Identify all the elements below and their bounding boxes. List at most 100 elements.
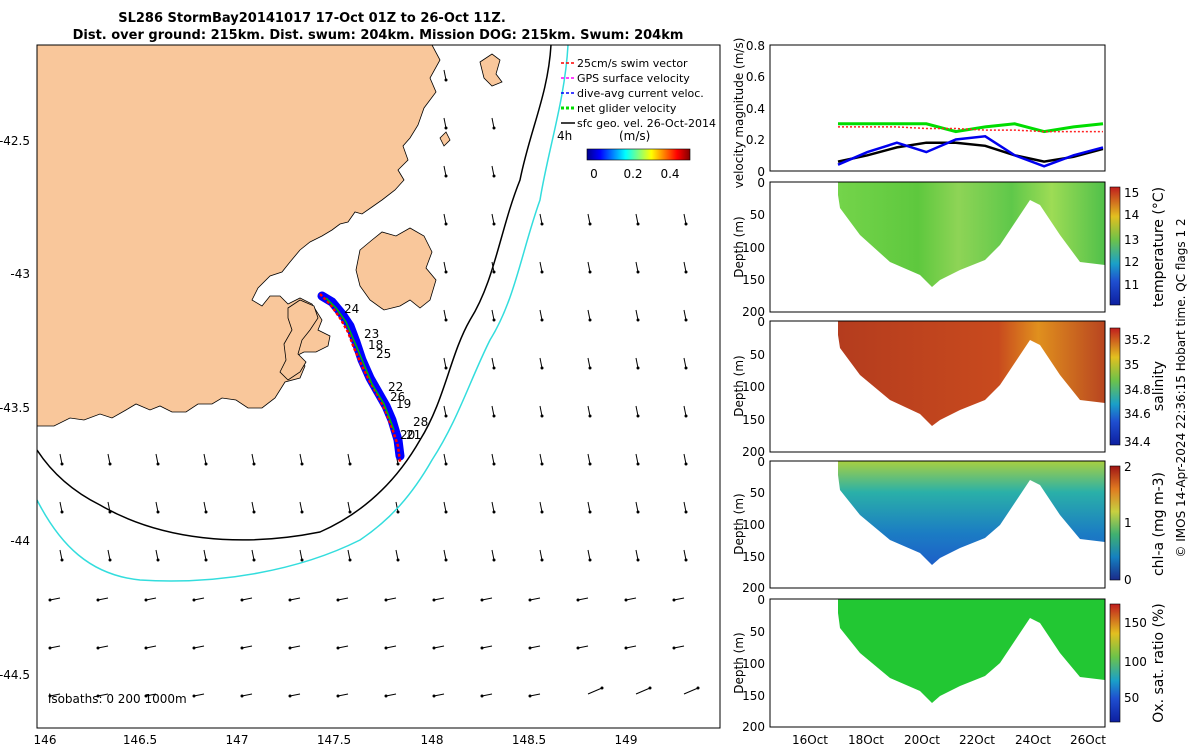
depth-ticks-oxy: 0 50 100 150 200 Depth (m)	[732, 593, 765, 734]
chla-label: chl-a (mg m-3)	[1151, 472, 1167, 576]
geo-arrow-85	[385, 597, 397, 601]
geo-arrow-16	[635, 261, 639, 273]
sal-depth-tick-50: 50	[750, 348, 765, 362]
day-label-19: 19	[396, 397, 411, 411]
geo-arrow-119	[683, 687, 699, 695]
legend-geo-velocity: sfc geo. vel. 26-Oct-2014	[577, 117, 716, 130]
sal-cb-tick-34.4: 34.4	[1124, 435, 1151, 449]
geo-arrow-9	[587, 213, 591, 225]
geo-arrow-head	[288, 646, 292, 650]
oxy-depth-tick-50: 50	[750, 625, 765, 639]
geo-arrow-head	[96, 646, 100, 650]
geo-arrow-24	[443, 357, 447, 369]
land-maria-island	[479, 53, 503, 87]
temp-cb-tick-15: 15	[1124, 186, 1139, 200]
geo-arrow-2	[443, 117, 447, 129]
geo-arrow-head	[60, 462, 64, 466]
geo-arrow-head	[348, 558, 352, 562]
geo-arrow-108	[145, 693, 157, 697]
geo-arrow-head	[636, 414, 640, 418]
depth-ticks-sal: 0 50 100 150 200 Depth (m)	[732, 315, 765, 459]
geo-arrow-102	[529, 645, 541, 649]
temp-depth-tick-150: 150	[742, 273, 765, 287]
geo-arrow-head	[444, 126, 448, 130]
ref-arrow-label: 4h	[557, 129, 572, 143]
geo-arrow-50	[59, 501, 63, 513]
map-legend: 25cm/s swim vector GPS surface velocity …	[557, 57, 716, 143]
temp-cb-tick-13: 13	[1124, 233, 1139, 247]
geo-arrow-103	[577, 645, 589, 649]
geo-arrow-99	[385, 645, 397, 649]
geo-arrow-head	[348, 462, 352, 466]
salinity-label: salinity	[1151, 361, 1167, 411]
geo-arrow-74	[539, 549, 543, 561]
geo-arrow-109	[193, 693, 205, 697]
geo-arrow-head	[432, 646, 436, 650]
sal-depth-tick-100: 100	[742, 380, 765, 394]
geo-arrow-78	[49, 597, 61, 601]
chla-depth-tick-50: 50	[750, 486, 765, 500]
geo-arrow-head	[636, 510, 640, 514]
geo-arrow-88	[529, 597, 541, 601]
geo-arrow-89	[577, 597, 589, 601]
land-bruny-island	[279, 299, 319, 381]
geo-arrow-head	[540, 414, 544, 418]
geo-arrow-head	[252, 462, 256, 466]
geo-velocity-arrows	[48, 69, 700, 698]
geo-arrow-113	[385, 693, 397, 697]
geo-arrow-22	[635, 309, 639, 321]
geo-arrow-14	[539, 261, 543, 273]
geo-arrow-58	[443, 501, 447, 513]
temp-cb-tick-12: 12	[1124, 255, 1139, 269]
geo-arrow-35	[683, 405, 687, 417]
geo-arrow-47	[587, 453, 591, 465]
oxy-cb-tick-50: 50	[1124, 691, 1139, 705]
geo-arrow-head	[540, 270, 544, 274]
sal-cb-tick-35.2: 35.2	[1124, 333, 1151, 347]
day-label-23: 23	[364, 327, 379, 341]
geo-arrow-head	[156, 558, 160, 562]
geo-arrow-head	[684, 462, 688, 466]
geo-arrow-head	[636, 222, 640, 226]
geo-arrow-head	[204, 558, 208, 562]
geo-arrow-63	[683, 501, 687, 513]
geo-arrow-head	[444, 174, 448, 178]
geo-arrow-28	[635, 357, 639, 369]
isobath-1000m	[37, 45, 569, 582]
geo-arrow-112	[337, 693, 349, 697]
day-label-20: 20	[400, 428, 415, 442]
colorbar-tick-1: 0.2	[623, 167, 642, 181]
map-ytick-1: -43	[10, 267, 30, 281]
panel-xtick-18oct: 18Oct	[848, 733, 884, 747]
geo-arrow-10	[635, 213, 639, 225]
geo-arrow-26	[539, 357, 543, 369]
geo-arrow-head	[108, 558, 112, 562]
isobath-label: isobaths: 0 200 1000m	[48, 692, 187, 706]
geo-arrow-46	[539, 453, 543, 465]
geo-arrow-head	[60, 510, 64, 514]
temp-depth-tick-50: 50	[750, 208, 765, 222]
geo-arrow-head	[444, 78, 448, 82]
oxy-depth-tick-150: 150	[742, 689, 765, 703]
oxy-depth-ylabel: Depth (m)	[732, 632, 746, 693]
geo-arrow-head	[588, 510, 592, 514]
geo-arrow-75	[587, 549, 591, 561]
geo-arrow-27	[587, 357, 591, 369]
geo-arrow-head	[528, 646, 532, 650]
geo-arrow-19	[491, 309, 495, 321]
vel-ytick-0.6: 0.6	[746, 70, 765, 84]
geo-arrow-head	[444, 510, 448, 514]
geo-arrow-head	[492, 558, 496, 562]
temperature-colorbar: 11 12 13 14 15 temperature (°C)	[1109, 186, 1167, 307]
geo-arrow-head	[192, 694, 196, 698]
geo-arrow-53	[203, 501, 207, 513]
geo-arrow-head	[684, 318, 688, 322]
geo-arrow-head	[684, 510, 688, 514]
geo-arrow-31	[491, 405, 495, 417]
geo-arrow-83	[289, 597, 301, 601]
geo-arrow-107	[97, 693, 109, 697]
geo-arrow-head	[336, 598, 340, 602]
geo-arrow-head	[540, 558, 544, 562]
geo-arrow-3	[491, 117, 495, 129]
geo-arrow-37	[107, 453, 111, 465]
